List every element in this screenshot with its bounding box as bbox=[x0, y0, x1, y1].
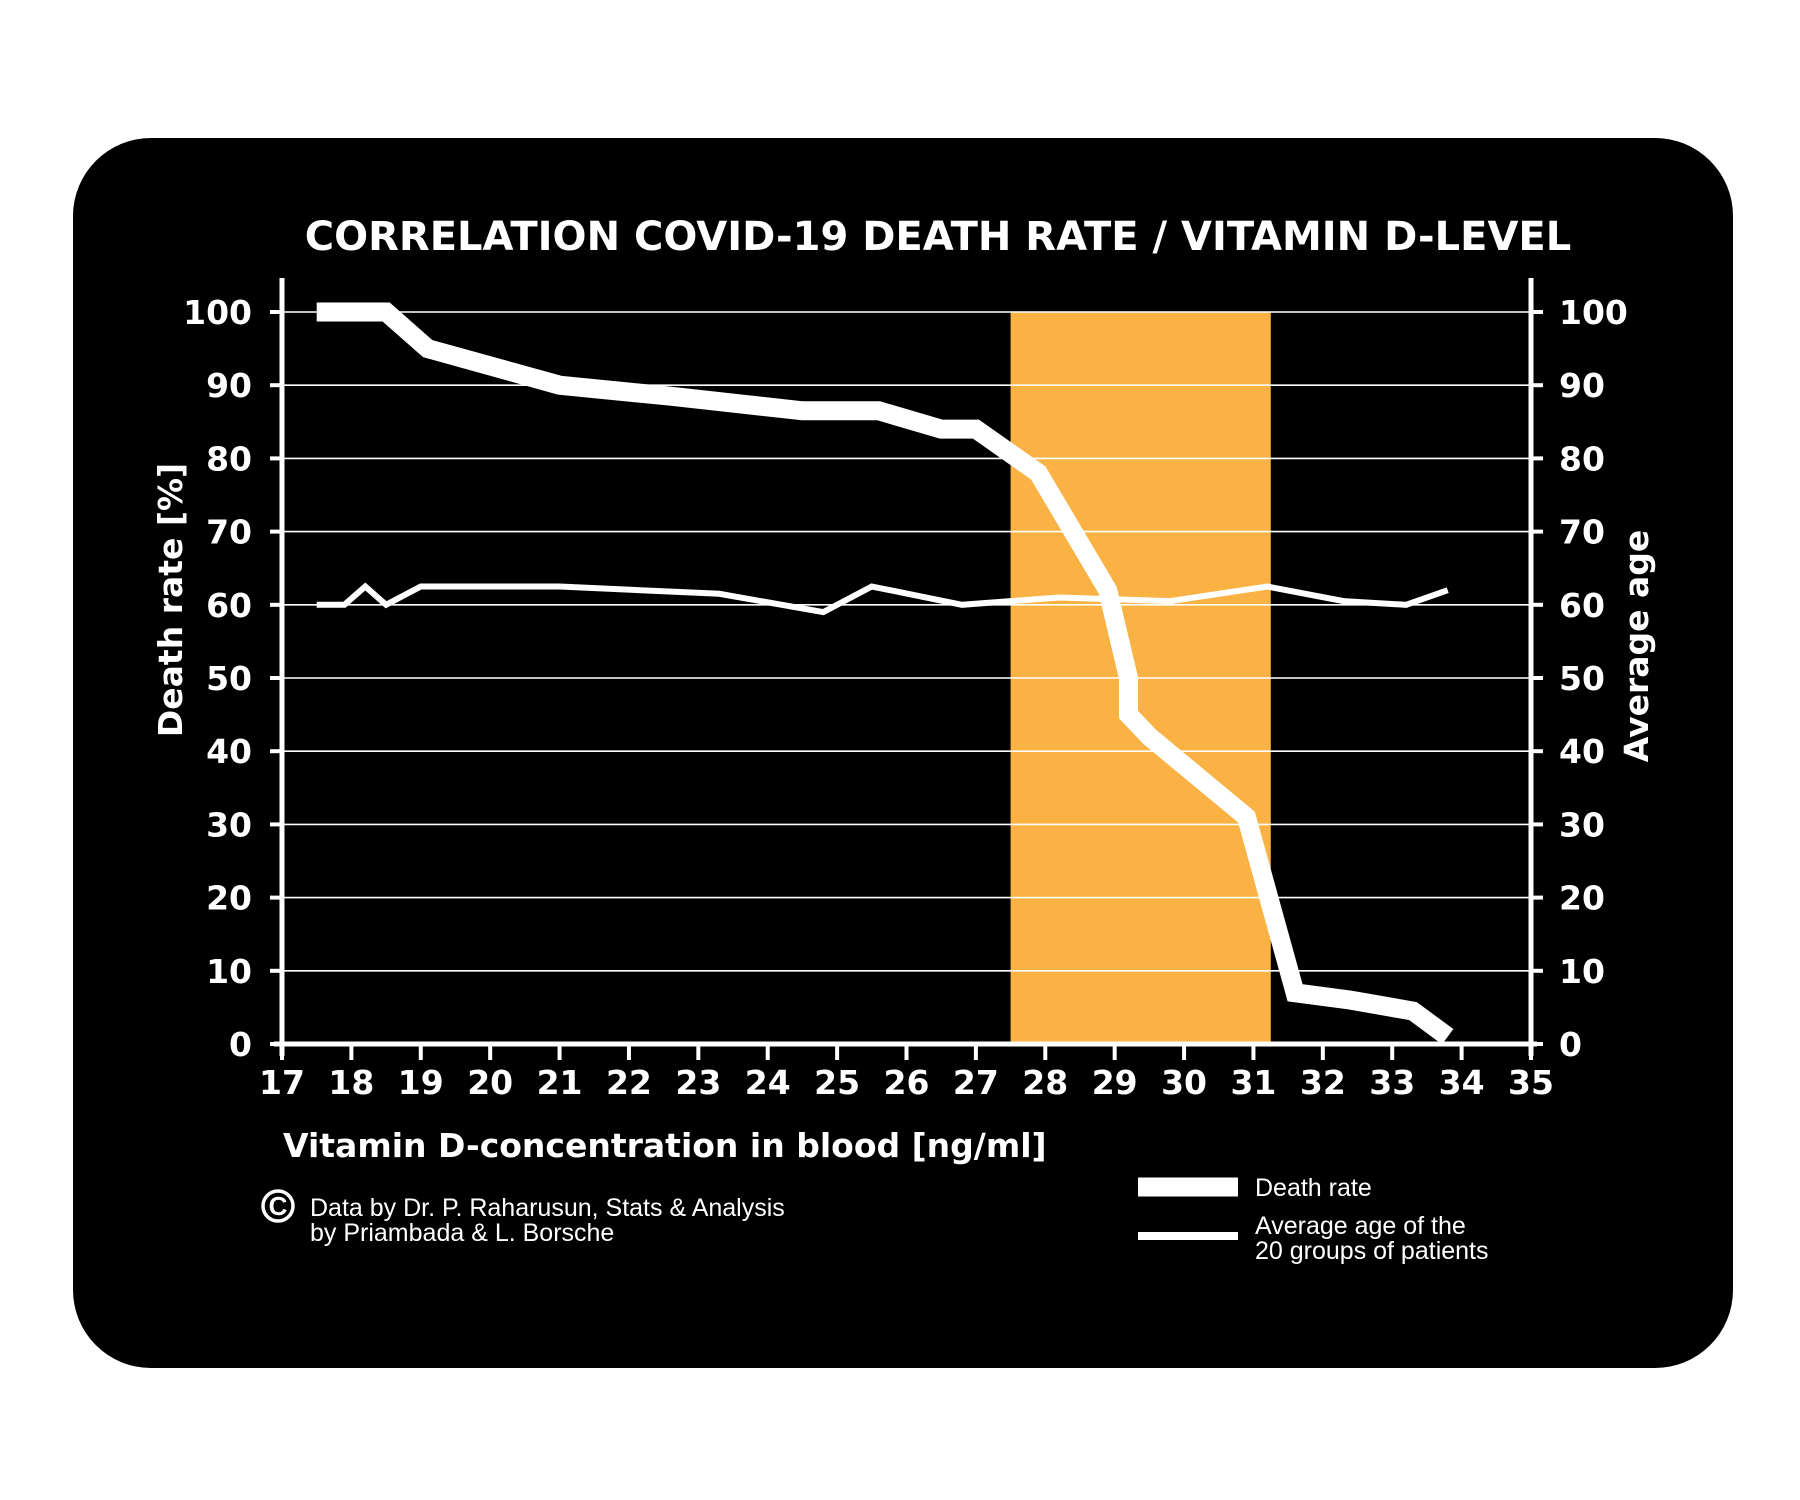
x-tick-label-33: 33 bbox=[1369, 1063, 1415, 1102]
x-tick-label-18: 18 bbox=[328, 1063, 374, 1102]
y-tick-label-left-30: 30 bbox=[206, 805, 252, 844]
y-tick-label-right-60: 60 bbox=[1559, 586, 1605, 625]
x-tick-label-35: 35 bbox=[1508, 1063, 1554, 1102]
x-tick-label-27: 27 bbox=[953, 1063, 999, 1102]
y-tick-label-left-40: 40 bbox=[206, 732, 252, 771]
y-tick-label-right-90: 90 bbox=[1559, 366, 1605, 405]
y-axis-label-right: Average age bbox=[1617, 530, 1656, 763]
legend-death-rate-label: Death rate bbox=[1255, 1174, 1372, 1202]
y-tick-label-left-50: 50 bbox=[206, 659, 252, 698]
series-layer bbox=[316, 302, 1454, 1045]
y-tick-label-right-100: 100 bbox=[1559, 293, 1628, 332]
y-tick-label-left-90: 90 bbox=[206, 366, 252, 405]
y-tick-label-right-0: 0 bbox=[1559, 1025, 1582, 1064]
y-tick-label-left-10: 10 bbox=[206, 952, 252, 991]
x-tick-label-31: 31 bbox=[1230, 1063, 1276, 1102]
x-tick-label-24: 24 bbox=[745, 1063, 791, 1102]
x-tick-label-34: 34 bbox=[1439, 1063, 1485, 1102]
gridlines bbox=[282, 311, 1531, 972]
x-tick-label-28: 28 bbox=[1022, 1063, 1068, 1102]
y-tick-label-left-60: 60 bbox=[206, 586, 252, 625]
x-tick-label-32: 32 bbox=[1300, 1063, 1346, 1102]
chart-title: CORRELATION COVID-19 DEATH RATE / VITAMI… bbox=[305, 214, 1571, 260]
y-tick-label-right-50: 50 bbox=[1559, 659, 1605, 698]
x-tick-label-26: 26 bbox=[884, 1063, 930, 1102]
x-tick-label-17: 17 bbox=[259, 1063, 305, 1102]
y-tick-label-right-40: 40 bbox=[1559, 732, 1605, 771]
y-tick-label-right-70: 70 bbox=[1559, 513, 1605, 552]
series-average-age-line bbox=[316, 582, 1449, 616]
x-axis-label: Vitamin D-concentration in blood [ng/ml] bbox=[283, 1126, 1047, 1165]
x-tick-label-19: 19 bbox=[398, 1063, 444, 1102]
y-tick-label-right-80: 80 bbox=[1559, 439, 1605, 478]
x-tick-label-20: 20 bbox=[467, 1063, 513, 1102]
chart-card bbox=[73, 138, 1733, 1368]
x-tick-label-23: 23 bbox=[675, 1063, 721, 1102]
y-tick-label-right-20: 20 bbox=[1559, 879, 1605, 918]
copyright-icon bbox=[261, 1189, 295, 1223]
y-tick-label-left-0: 0 bbox=[229, 1025, 252, 1064]
credits-line-1: Data by Dr. P. Raharusun, Stats & Analys… bbox=[310, 1194, 785, 1222]
x-tick-label-22: 22 bbox=[606, 1063, 652, 1102]
legend-average-age-label-line1: Average age of the bbox=[1255, 1212, 1466, 1240]
y-tick-label-right-10: 10 bbox=[1559, 952, 1605, 991]
x-tick-label-25: 25 bbox=[814, 1063, 860, 1102]
copyright-symbol: C bbox=[269, 1191, 288, 1221]
x-tick-label-30: 30 bbox=[1161, 1063, 1207, 1102]
axes bbox=[270, 278, 1543, 1060]
y-tick-label-left-100: 100 bbox=[183, 293, 252, 332]
y-tick-label-left-80: 80 bbox=[206, 439, 252, 478]
tick-labels: 17 18 19 20 21 22 23 24 25 26 27 28 29 30 31 32 33 34 350 0… bbox=[183, 293, 1628, 1102]
y-tick-label-right-30: 30 bbox=[1559, 805, 1605, 844]
x-tick-label-21: 21 bbox=[537, 1063, 583, 1102]
y-tick-label-left-20: 20 bbox=[206, 879, 252, 918]
y-tick-label-left-70: 70 bbox=[206, 513, 252, 552]
y-axis-label-left: Death rate [%] bbox=[151, 463, 190, 737]
legend-average-age-label-line2: 20 groups of patients bbox=[1255, 1237, 1489, 1265]
series-death-rate-line bbox=[316, 302, 1454, 1045]
credits-line-2: by Priambada & L. Borsche bbox=[310, 1219, 614, 1247]
x-tick-label-29: 29 bbox=[1092, 1063, 1138, 1102]
